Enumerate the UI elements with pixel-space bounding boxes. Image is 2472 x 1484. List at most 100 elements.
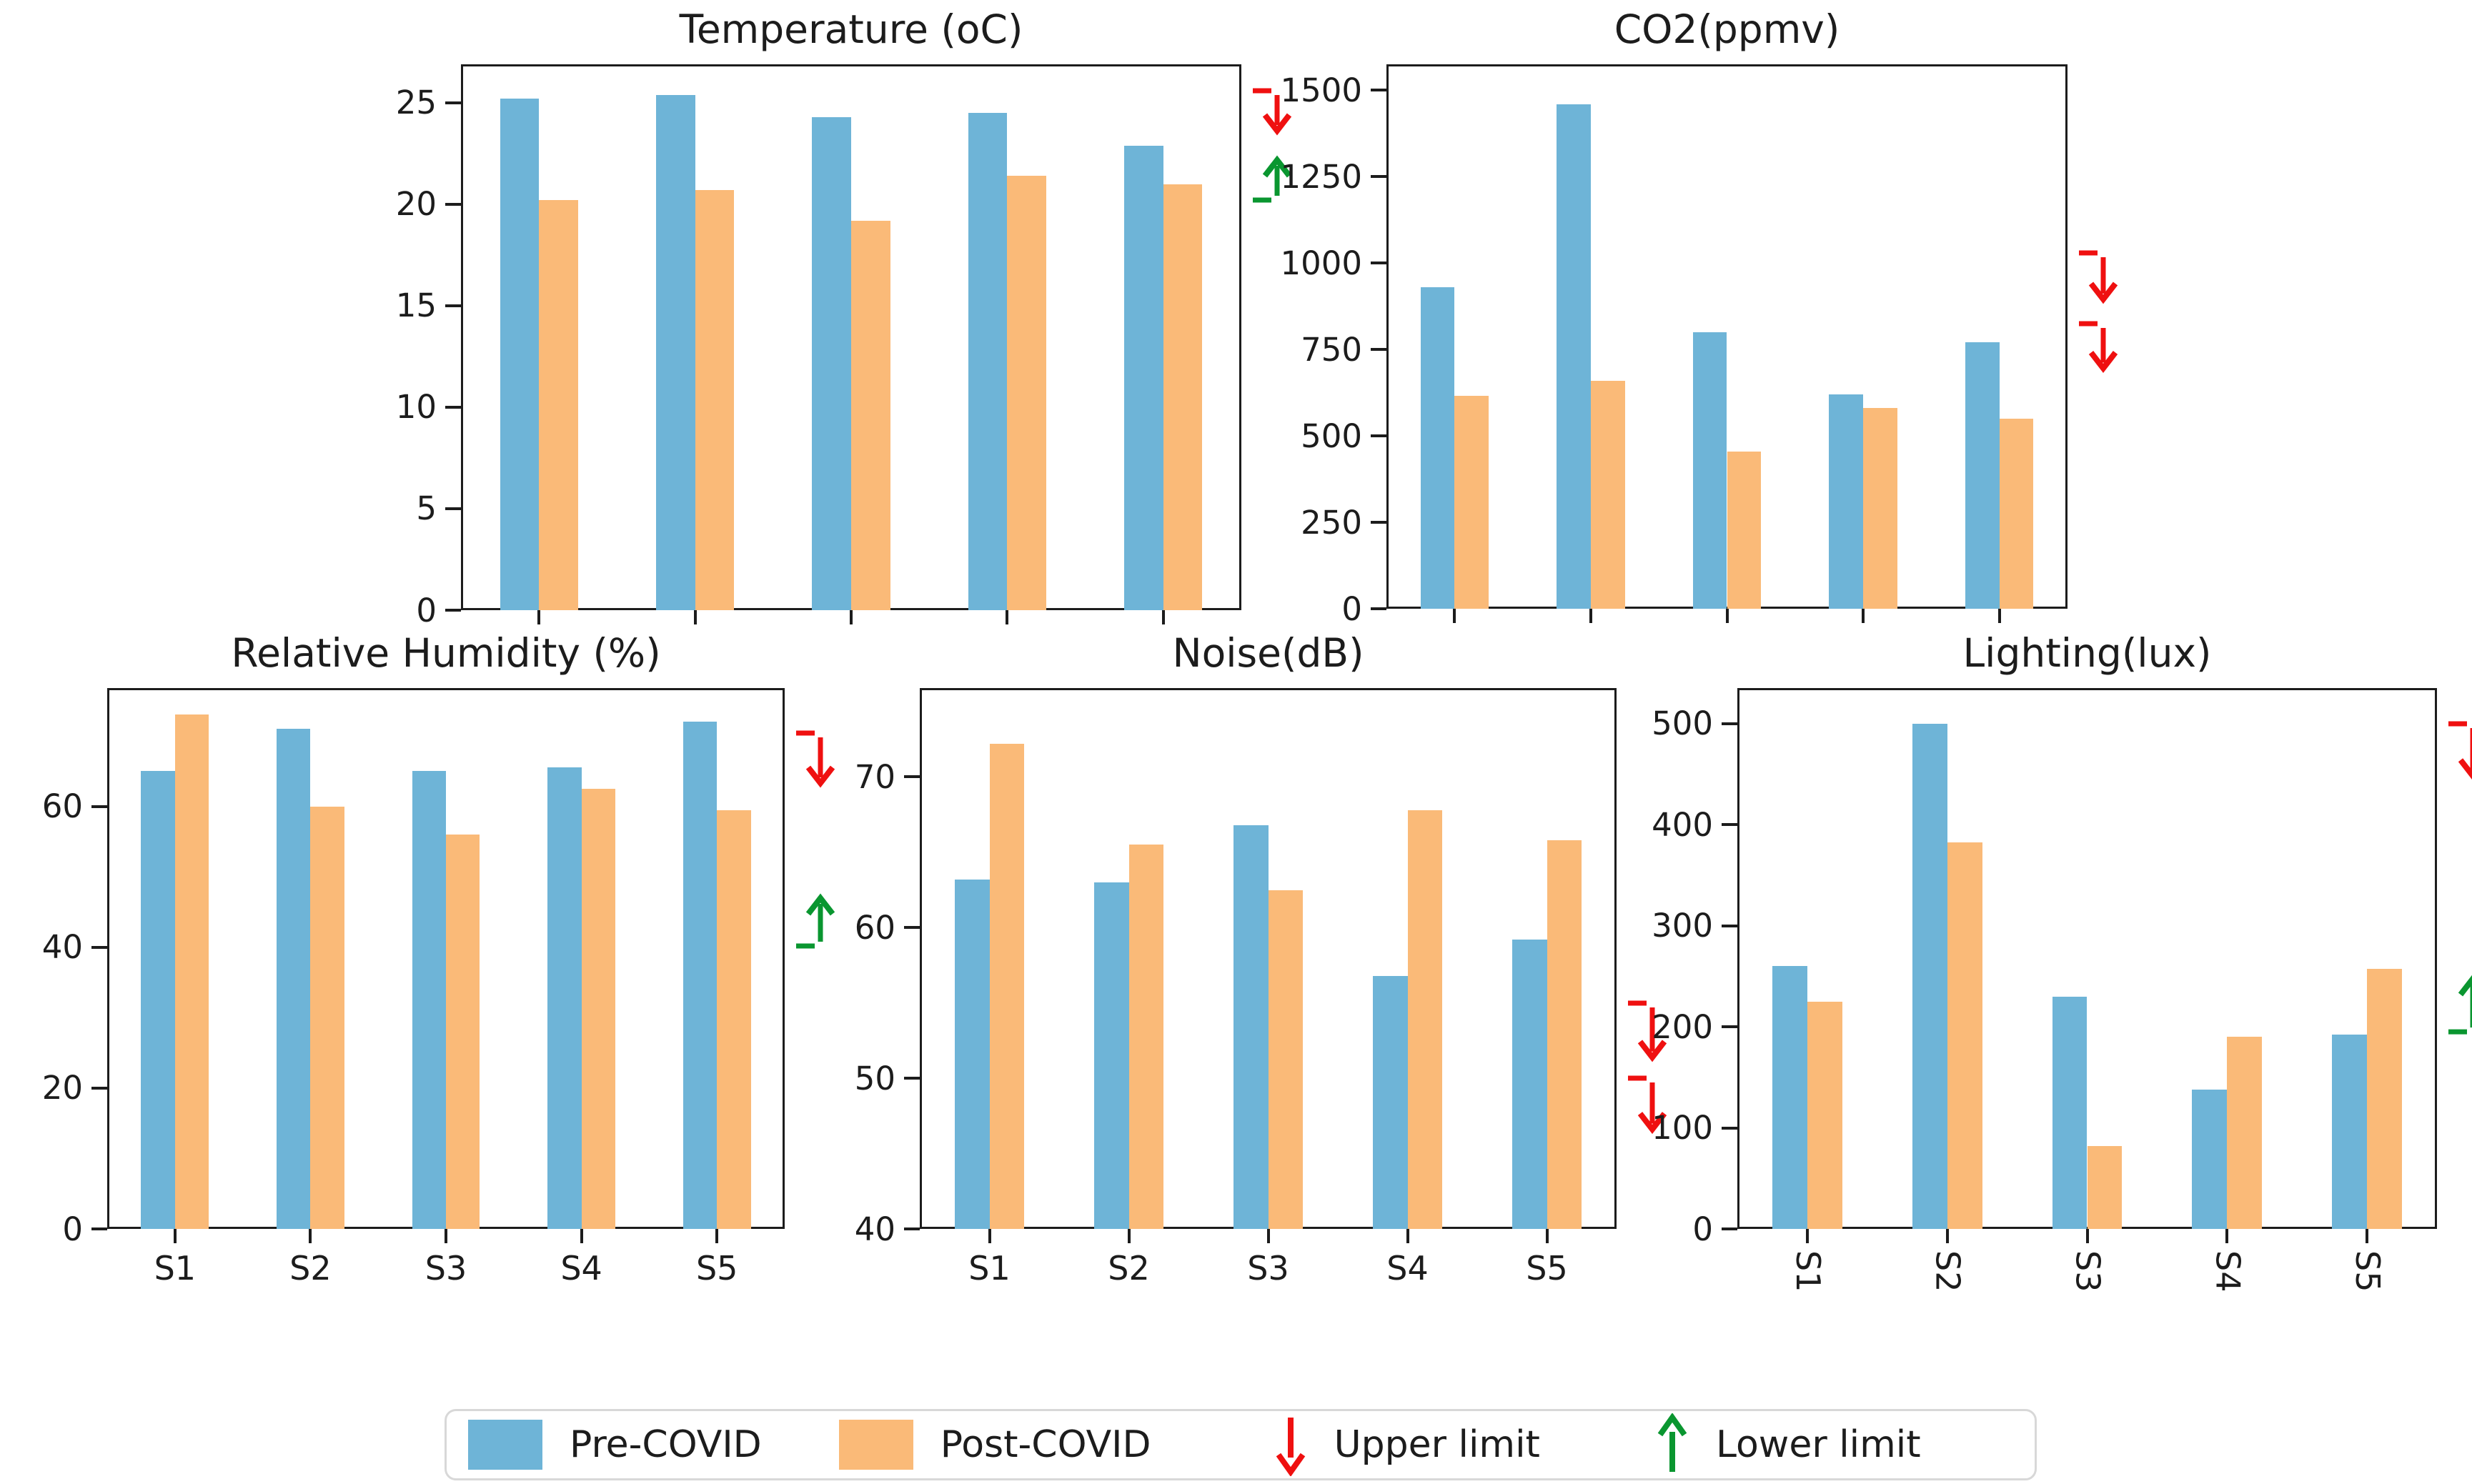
legend-item-post-covid: Post-COVID [838, 1420, 1151, 1470]
x-tick-mark [1945, 1229, 1949, 1243]
bar-relative-humidity-s4-pre-covid [547, 767, 582, 1229]
x-tick-mark [1161, 610, 1165, 624]
x-tick-mark [537, 610, 541, 624]
y-tick-label: 50 [854, 1059, 895, 1097]
bar-temperature-oc-s5-pre-covid [1124, 145, 1163, 610]
chart-title-co2-ppmv: CO2(ppmv) [1614, 6, 1840, 52]
bar-lighting-lux-s4-post-covid [2227, 1037, 2263, 1229]
legend-label-post-covid: Post-COVID [940, 1423, 1151, 1466]
y-tick-label: 0 [416, 591, 437, 629]
bar-temperature-oc-s3-pre-covid [812, 116, 851, 610]
y-tick-mark [904, 1227, 920, 1230]
bar-co2-ppmv-s4-post-covid [1863, 408, 1897, 609]
y-tick-mark [1371, 262, 1386, 265]
legend-item-lower-limit: Lower limit [1656, 1413, 1921, 1476]
x-tick-mark [1406, 1229, 1409, 1243]
y-tick-mark [91, 945, 107, 949]
y-tick-mark [1371, 434, 1386, 438]
upper-limit-arrow-icon [1628, 1075, 1667, 1135]
x-tick-mark [693, 610, 697, 624]
y-tick-mark [1722, 1025, 1737, 1028]
y-tick-label: 20 [395, 185, 437, 224]
bar-co2-ppmv-s1-post-covid [1454, 396, 1489, 609]
chart-title-temperature-oc: Temperature (oC) [679, 6, 1023, 52]
y-tick-label: 300 [1652, 907, 1713, 945]
y-tick-label: 10 [395, 388, 437, 427]
y-tick-label: 500 [1301, 417, 1362, 455]
y-tick-mark [445, 507, 461, 510]
y-tick-label: 750 [1301, 330, 1362, 369]
y-tick-mark [1371, 175, 1386, 179]
x-tick-mark [2085, 1229, 2089, 1243]
bar-noise-db-s1-pre-covid [954, 879, 990, 1229]
x-tick-label-s5: S5 [2348, 1250, 2388, 1293]
bar-temperature-oc-s3-post-covid [851, 220, 890, 610]
upper-limit-arrow-icon [2079, 250, 2118, 304]
bar-co2-ppmv-s2-post-covid [1590, 380, 1625, 609]
x-tick-mark [1266, 1229, 1270, 1243]
y-tick-mark [91, 1086, 107, 1090]
y-tick-label: 70 [854, 757, 895, 796]
y-tick-mark [904, 1077, 920, 1080]
bar-lighting-lux-s2-pre-covid [1912, 723, 1947, 1229]
bar-lighting-lux-s5-post-covid [2367, 969, 2403, 1229]
y-tick-label: 1500 [1280, 71, 1362, 109]
y-tick-label: 40 [41, 928, 83, 967]
y-tick-mark [1722, 823, 1737, 827]
upper-limit-arrow-icon [2079, 321, 2118, 373]
plot-area-lighting-lux [1737, 688, 2437, 1229]
x-tick-mark [1589, 609, 1592, 623]
bar-relative-humidity-s4-post-covid [581, 788, 615, 1229]
bar-temperature-oc-s2-post-covid [695, 190, 735, 610]
x-tick-mark [1862, 609, 1865, 623]
y-tick-label: 200 [1652, 1007, 1713, 1046]
y-tick-label: 500 [1652, 704, 1713, 743]
red-down-arrow-icon [1276, 1418, 1305, 1476]
chart-title-noise-db: Noise(dB) [1172, 630, 1364, 676]
pre-covid-swatch [468, 1420, 542, 1470]
y-tick-mark [445, 405, 461, 409]
y-tick-label: 0 [1341, 589, 1362, 628]
bar-temperature-oc-s5-post-covid [1163, 184, 1203, 610]
y-tick-mark [1722, 1126, 1737, 1130]
x-tick-mark [1545, 1229, 1549, 1243]
bar-relative-humidity-s2-pre-covid [277, 729, 311, 1229]
bar-noise-db-s5-pre-covid [1512, 940, 1547, 1229]
x-tick-label-s2: S2 [1928, 1250, 1967, 1293]
x-tick-label-s3: S3 [1247, 1249, 1289, 1288]
y-tick-mark [91, 1227, 107, 1230]
bar-relative-humidity-s1-post-covid [174, 714, 209, 1229]
bar-noise-db-s3-post-covid [1268, 890, 1304, 1229]
bar-relative-humidity-s3-post-covid [446, 835, 480, 1229]
y-tick-mark [445, 202, 461, 206]
bar-co2-ppmv-s3-post-covid [1727, 451, 1762, 609]
x-tick-mark [2225, 1229, 2229, 1243]
x-tick-mark [715, 1229, 719, 1243]
x-tick-mark [173, 1229, 177, 1243]
y-tick-mark [1371, 521, 1386, 524]
x-tick-label-s2: S2 [289, 1249, 332, 1288]
lower-limit-arrow-icon [1253, 155, 1292, 203]
y-tick-label: 60 [41, 787, 83, 826]
bar-relative-humidity-s2-post-covid [310, 806, 344, 1229]
y-tick-label: 400 [1652, 805, 1713, 844]
x-tick-label-s4: S4 [1386, 1249, 1429, 1288]
y-tick-label: 5 [416, 489, 437, 528]
x-tick-mark [850, 610, 853, 624]
x-tick-label-s3: S3 [425, 1249, 467, 1288]
legend: Pre-COVID Post-COVID Upper limit Lower l… [445, 1409, 2037, 1480]
legend-label-lower-limit: Lower limit [1715, 1423, 1921, 1466]
x-tick-mark [1453, 609, 1456, 623]
bar-noise-db-s5-post-covid [1547, 840, 1582, 1229]
y-tick-mark [1722, 1227, 1737, 1230]
bar-noise-db-s4-pre-covid [1372, 975, 1408, 1229]
x-tick-label-s5: S5 [695, 1249, 738, 1288]
y-tick-label: 15 [395, 287, 437, 325]
x-tick-mark [1006, 610, 1009, 624]
y-tick-mark [1722, 924, 1737, 927]
x-tick-label-s1: S1 [154, 1249, 197, 1288]
y-tick-mark [445, 101, 461, 104]
bar-lighting-lux-s3-pre-covid [2052, 996, 2088, 1229]
y-tick-mark [1371, 89, 1386, 92]
